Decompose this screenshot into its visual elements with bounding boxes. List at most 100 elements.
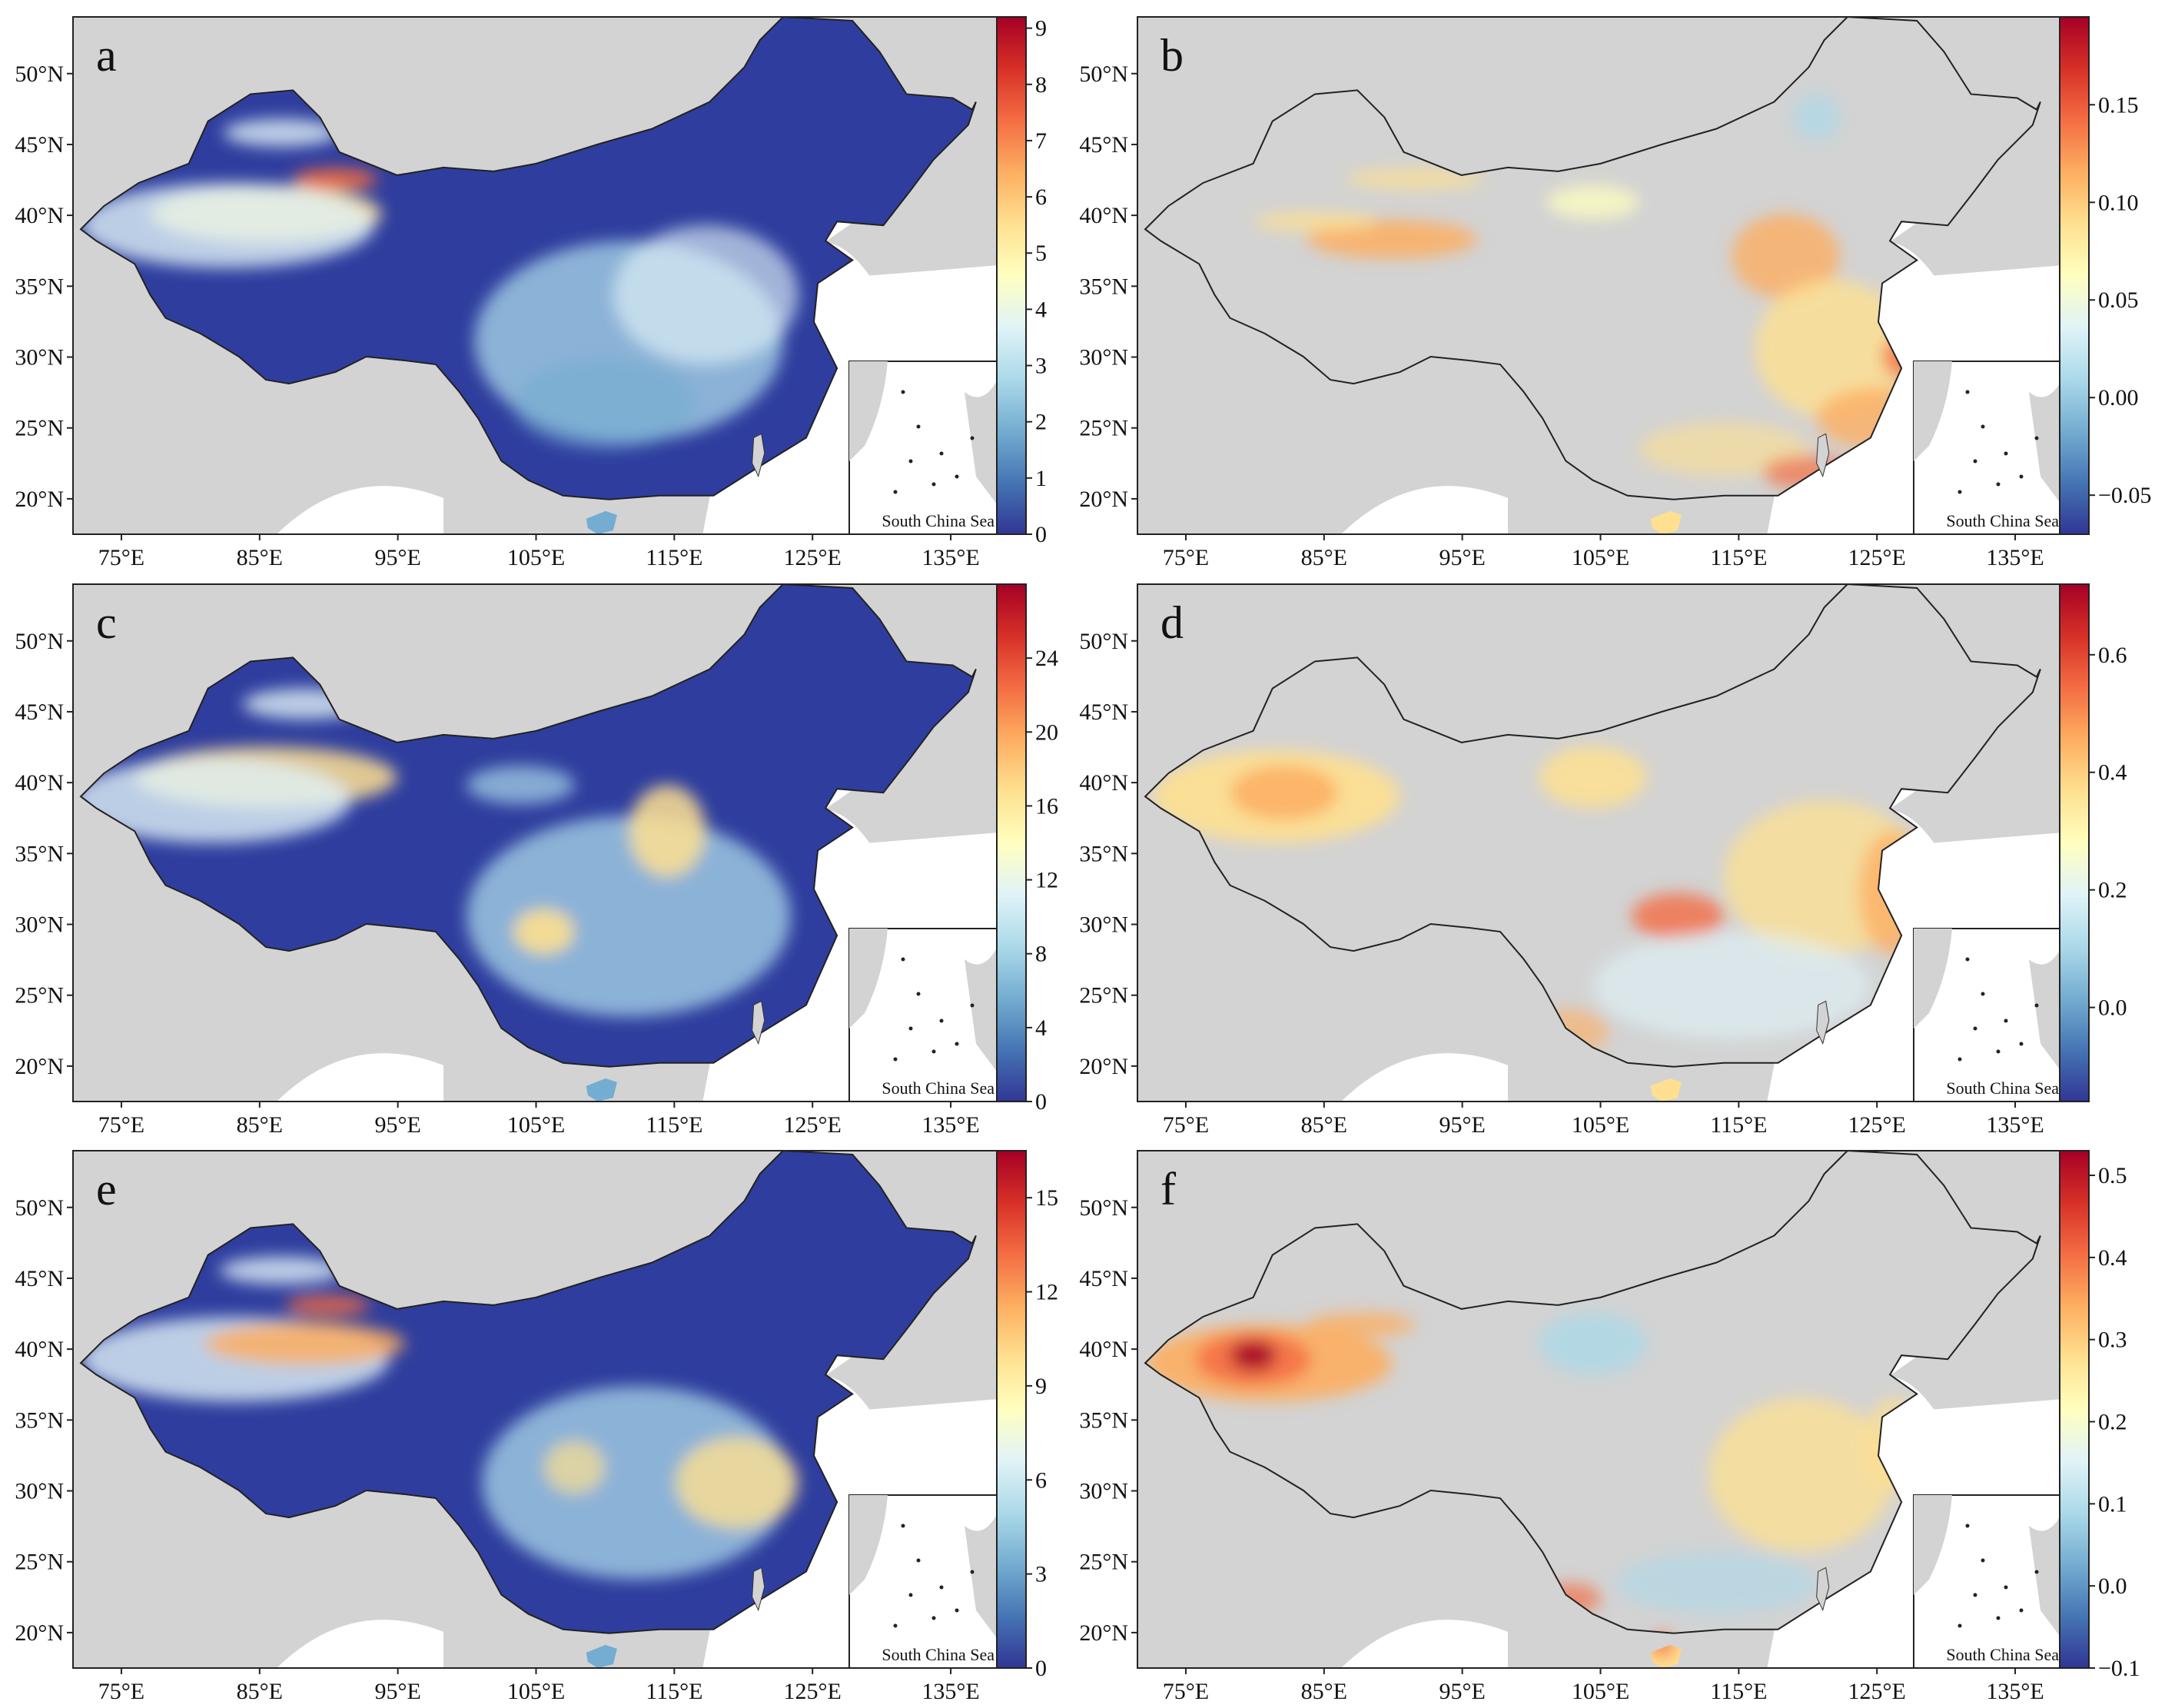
value-field: [81, 118, 799, 450]
value-patch-5: [482, 1386, 791, 1580]
china-region: [80, 1151, 977, 1668]
lon-tick-label: 75°E: [98, 545, 144, 570]
south-china-sea-inset: South China Sea: [848, 928, 1000, 1102]
inset-island-8: [1957, 490, 1962, 494]
value-patch-2: [204, 1321, 405, 1366]
inset-island-1: [1965, 957, 1970, 962]
inset-label: South China Sea: [1946, 1645, 2059, 1664]
inset-island-6: [908, 1593, 913, 1597]
colorbar-tick-label: −0.1: [2098, 1656, 2140, 1681]
lat-tick-label: 25°N: [15, 983, 64, 1009]
lat-tick-label: 35°N: [1079, 841, 1128, 866]
inset-island-1: [901, 1524, 905, 1528]
lat-tick-label: 30°N: [15, 345, 64, 371]
lon-tick-label: 135°E: [921, 1112, 979, 1138]
south-china-sea-inset: South China Sea: [1913, 361, 2064, 535]
inset-island-2: [1981, 1558, 1985, 1563]
colorbar-tick-label: 0.00: [2098, 385, 2139, 410]
colorbar-tick-label: 6: [1035, 184, 1047, 210]
lat-tick-label: 25°N: [15, 416, 64, 441]
inset-island-7: [2034, 1570, 2039, 1574]
value-patch-7: [543, 1440, 606, 1494]
map-area: [1137, 584, 2064, 1102]
lon-tick-label: 75°E: [98, 1112, 144, 1138]
lon-tick-label: 85°E: [237, 545, 283, 570]
colorbar-gradient: [996, 16, 1027, 535]
value-patch-7: [1592, 932, 1871, 1040]
value-patch-3: [293, 168, 378, 191]
lon-tick-label: 95°E: [1439, 545, 1485, 570]
lon-tick-label: 105°E: [507, 545, 565, 570]
lon-tick-label: 125°E: [784, 1679, 842, 1704]
colorbar-c: 0 4 8 12 16 20 24: [996, 583, 1058, 1115]
colorbar-tick-label: 0.15: [2098, 92, 2139, 118]
inset-island-3: [2004, 451, 2008, 456]
lat-tick-label: 30°N: [1079, 345, 1128, 371]
colorbar-tick-label: 0.0: [2098, 1573, 2127, 1599]
inset-island-7: [970, 1003, 975, 1008]
inset-land-east: [965, 377, 999, 507]
inset-island-7: [2034, 436, 2039, 440]
colorbar-tick-label: 0.2: [2098, 1410, 2127, 1435]
colorbar-tick-label: 8: [1035, 942, 1047, 967]
bay-of-bengal: [277, 1053, 443, 1102]
lon-tick-label: 85°E: [1301, 1679, 1347, 1704]
lon-tick-label: 135°E: [921, 545, 979, 570]
value-field: [81, 688, 791, 1017]
colorbar-tick-label: 0.4: [2098, 760, 2127, 786]
value-patch-5: [513, 908, 575, 955]
colorbar-tick-label: 9: [1035, 1374, 1047, 1399]
panel-label: f: [1161, 1164, 1176, 1215]
lat-tick-label: 25°N: [1079, 1550, 1128, 1575]
colorbar-gradient: [2059, 16, 2090, 535]
inset-island-8: [1957, 1057, 1962, 1062]
inset-island-8: [893, 1623, 898, 1628]
lat-tick-label: 50°N: [15, 1195, 64, 1221]
lon-tick-label: 85°E: [237, 1112, 283, 1138]
lat-tick-label: 50°N: [1079, 629, 1128, 654]
colorbar-tick-label: 6: [1035, 1467, 1047, 1493]
colorbar-f: −0.1 0.0 0.1 0.2 0.3 0.4 0.5: [2059, 1150, 2140, 1681]
inset-island-5: [1996, 482, 2001, 487]
map-panel-b: South China Sea b 75°E 85°E 95°E 105°E 115°E 12…: [1079, 16, 2064, 570]
inset-island-5: [931, 482, 936, 487]
colorbar-d: 0.0 0.2 0.4 0.6: [2059, 583, 2127, 1102]
lat-tick-label: 35°N: [1079, 1407, 1128, 1433]
inset-island-3: [939, 451, 944, 456]
colorbar-gradient: [2059, 1150, 2090, 1669]
value-patch-1: [1307, 220, 1477, 259]
bay-of-bengal: [277, 1620, 443, 1668]
lon-tick-label: 95°E: [374, 1679, 420, 1704]
value-patch-3: [285, 1294, 370, 1316]
inset-island-6: [908, 459, 913, 464]
colorbar-tick-label: 4: [1035, 1015, 1047, 1041]
value-patch-4: [467, 816, 791, 1017]
lon-tick-label: 85°E: [1301, 545, 1347, 570]
inset-land-east: [2029, 377, 2064, 507]
lon-tick-label: 125°E: [1848, 545, 1906, 570]
colorbar-tick-label: 0: [1035, 522, 1047, 547]
colorbar-tick-label: 0.5: [2098, 1163, 2127, 1188]
south-china-sea-inset: South China Sea: [1913, 928, 2064, 1102]
value-patch-6: [1708, 1397, 1894, 1553]
inset-label: South China Sea: [882, 1645, 995, 1664]
inset-land-west: [849, 361, 888, 461]
inset-island-3: [939, 1018, 944, 1023]
china-region: [80, 17, 977, 534]
inset-island-7: [970, 1570, 975, 1574]
lat-tick-label: 20°N: [1079, 1054, 1128, 1079]
colorbar-gradient: [996, 583, 1027, 1102]
colorbar-tick-label: 0: [1035, 1089, 1047, 1115]
colorbar-tick-label: 0.05: [2098, 287, 2139, 313]
value-patch-5: [1732, 214, 1840, 299]
lon-tick-label: 75°E: [1163, 545, 1209, 570]
bay-of-bengal: [1341, 486, 1508, 534]
inset-island-8: [893, 1057, 898, 1062]
lon-tick-label: 75°E: [98, 1679, 144, 1704]
colorbar-tick-label: 2: [1035, 410, 1047, 435]
lon-tick-label: 115°E: [1710, 1679, 1767, 1704]
lat-tick-label: 35°N: [1079, 274, 1128, 299]
colorbar-tick-label: 0: [1035, 1656, 1047, 1681]
inset-land-east: [2029, 1510, 2064, 1641]
